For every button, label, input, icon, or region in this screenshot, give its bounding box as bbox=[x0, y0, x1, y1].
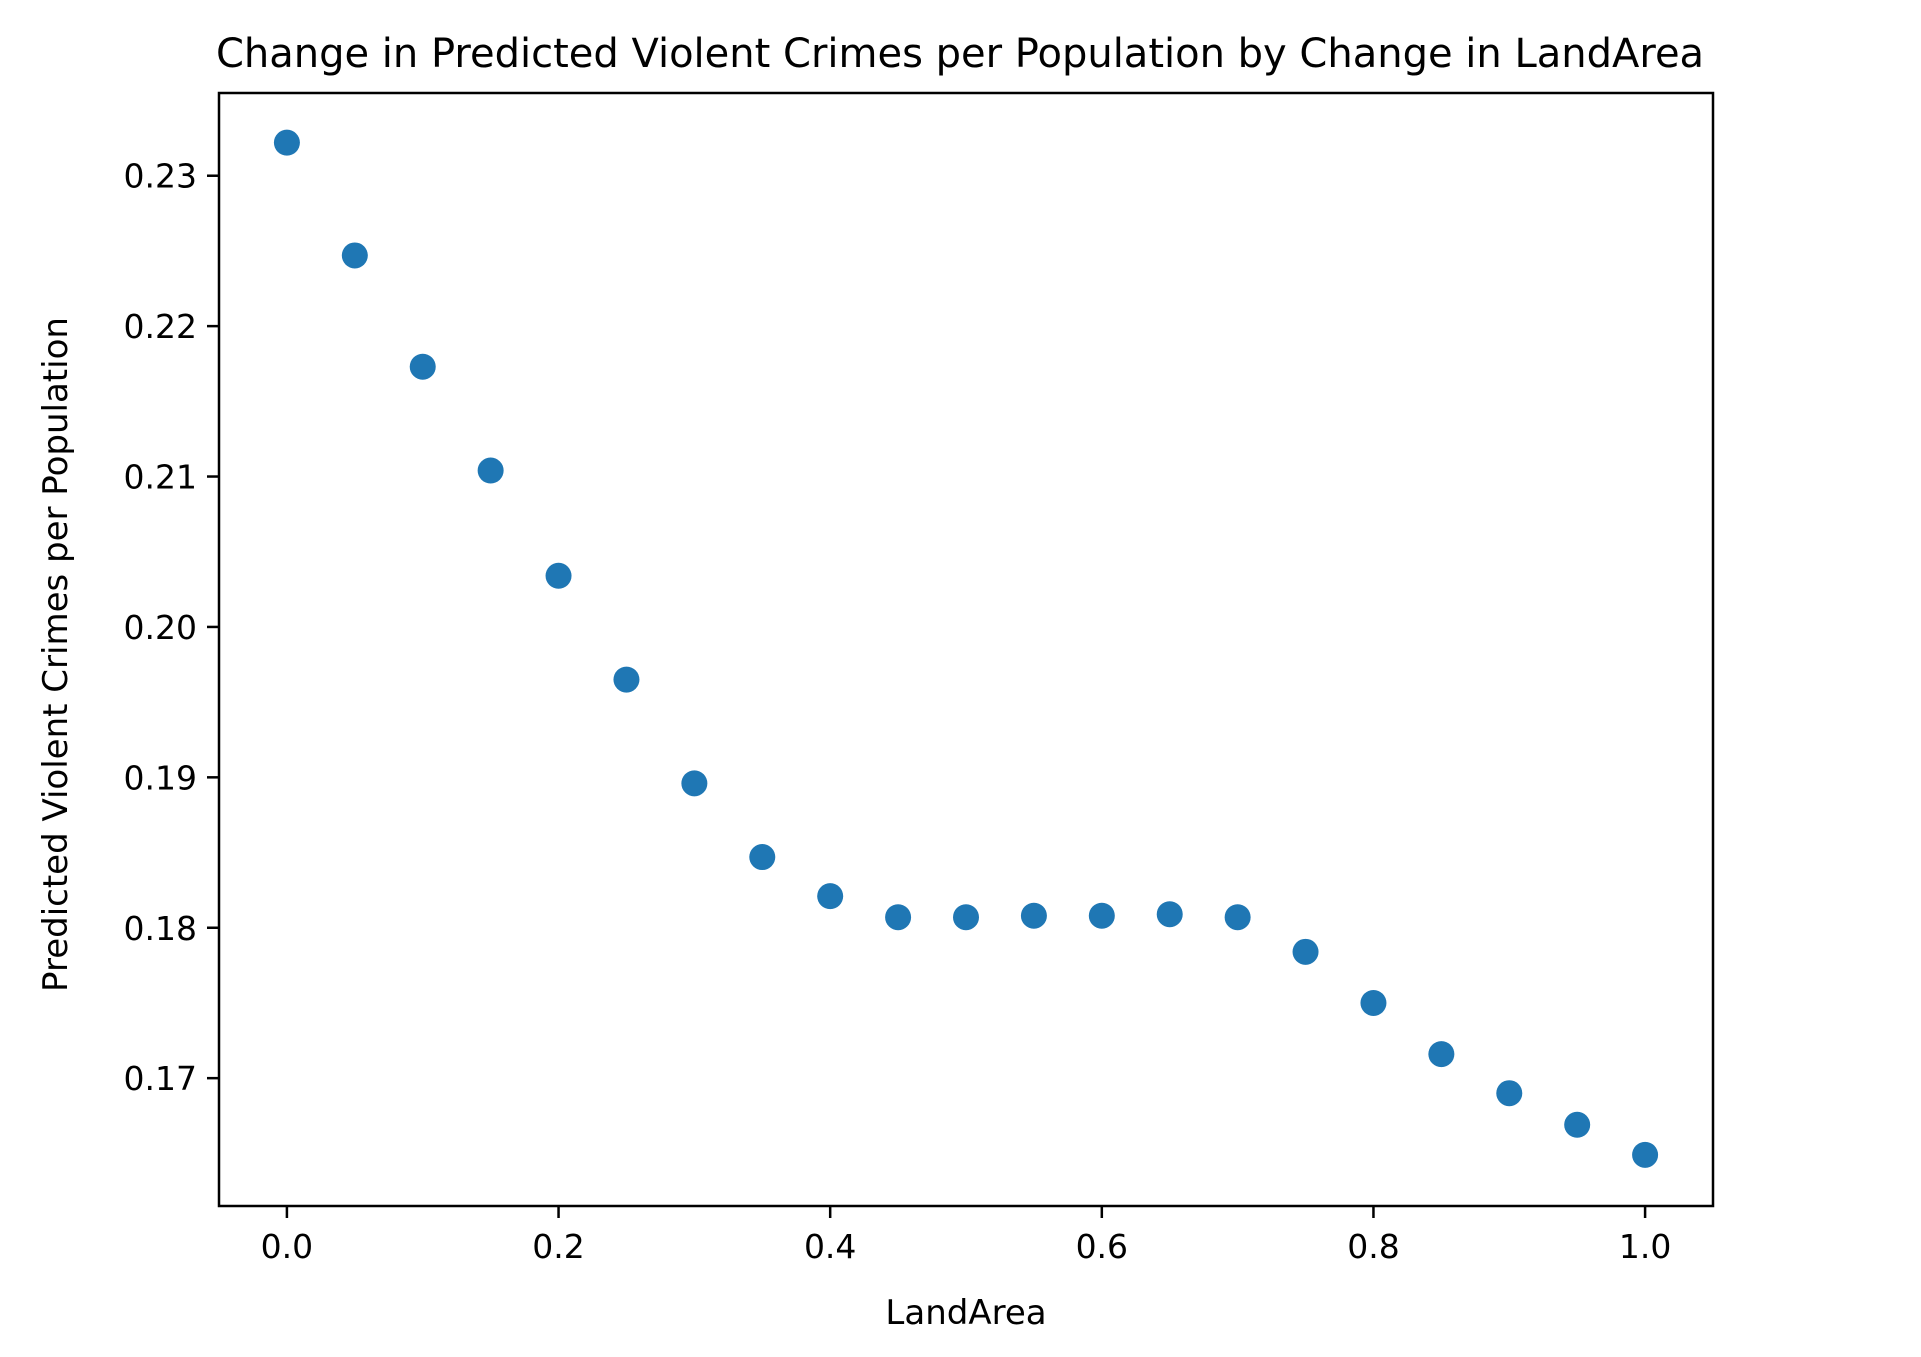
x-axis-ticks: 0.0 0.2 0.4 0.6 0.8 1.0 bbox=[261, 1206, 1671, 1266]
x-tick-label: 0.2 bbox=[532, 1227, 584, 1266]
data-point bbox=[681, 770, 708, 797]
x-axis-label: LandArea bbox=[885, 1293, 1046, 1333]
data-point bbox=[341, 242, 368, 269]
data-point bbox=[1020, 902, 1047, 929]
y-tick-label: 0.19 bbox=[124, 758, 197, 797]
data-point bbox=[817, 883, 844, 910]
data-point bbox=[953, 904, 979, 931]
y-axis-ticks: 0.17 0.18 0.19 0.20 0.21 0.22 0.23 bbox=[124, 157, 219, 1098]
data-points bbox=[273, 129, 1659, 1168]
data-point bbox=[1156, 901, 1183, 928]
data-point bbox=[1088, 902, 1115, 929]
data-point bbox=[477, 457, 504, 484]
data-point bbox=[1428, 1041, 1455, 1068]
y-tick-label: 0.21 bbox=[124, 458, 197, 497]
x-tick-label: 0.6 bbox=[1076, 1227, 1128, 1266]
chart-title: Change in Predicted Violent Crimes per P… bbox=[216, 31, 1704, 77]
y-tick-label: 0.18 bbox=[124, 909, 197, 948]
x-tick-label: 1.0 bbox=[1619, 1227, 1671, 1266]
y-tick-label: 0.22 bbox=[124, 307, 197, 346]
y-tick-label: 0.23 bbox=[124, 157, 197, 196]
data-point bbox=[1360, 989, 1387, 1016]
data-point bbox=[1292, 938, 1319, 965]
data-point bbox=[273, 129, 300, 156]
x-tick-label: 0.0 bbox=[261, 1227, 313, 1266]
data-point bbox=[885, 904, 912, 931]
plot-area-frame bbox=[217, 91, 1715, 1208]
data-point bbox=[1632, 1141, 1659, 1168]
data-point bbox=[1496, 1080, 1523, 1107]
x-tick-label: 0.8 bbox=[1347, 1227, 1399, 1266]
data-point bbox=[1564, 1111, 1591, 1138]
data-point bbox=[613, 666, 640, 693]
x-tick-label: 0.4 bbox=[804, 1227, 856, 1266]
data-point bbox=[1224, 904, 1251, 931]
data-point bbox=[545, 562, 572, 589]
y-tick-label: 0.20 bbox=[124, 608, 197, 647]
y-axis-label: Predicted Violent Crimes per Population bbox=[36, 317, 76, 992]
data-point bbox=[749, 844, 776, 871]
data-point bbox=[409, 353, 436, 380]
y-tick-label: 0.17 bbox=[124, 1059, 197, 1098]
